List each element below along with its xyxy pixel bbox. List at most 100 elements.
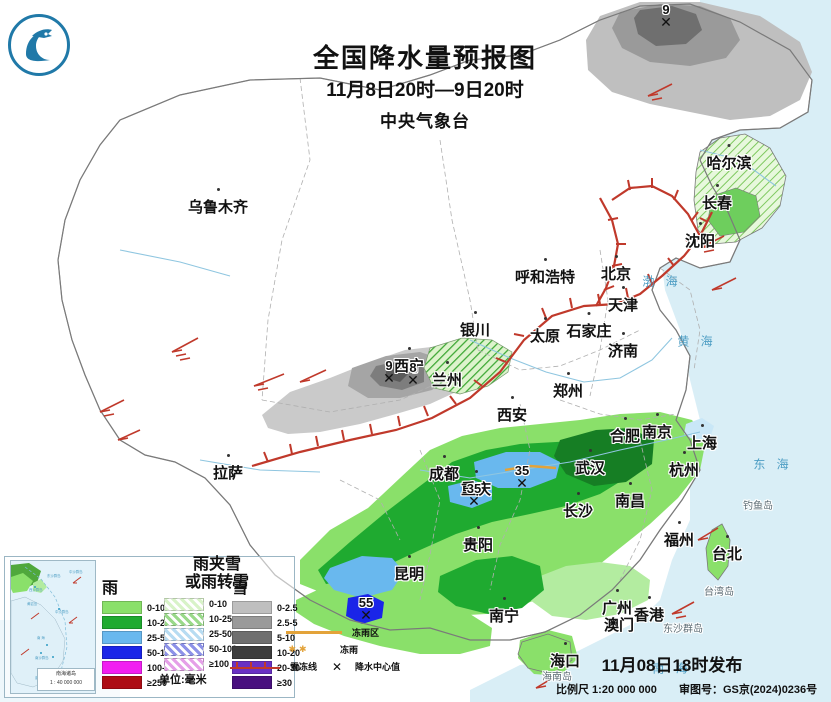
legend-label-snow-4: 20-30	[277, 662, 301, 673]
title-block: 全国降水量预报图 11月8日20时—9日20时 中央气象台	[275, 42, 575, 132]
legend-swatch-rain-3	[102, 646, 142, 660]
national-border-layer	[57, 3, 813, 641]
city-name: 南昌	[614, 493, 646, 510]
city-name: 福州	[663, 532, 695, 549]
city-name: 南京	[641, 424, 673, 441]
svg-text:南 海: 南 海	[37, 635, 45, 640]
city-dot	[576, 492, 580, 495]
city-name: 贵阳	[462, 537, 494, 554]
city-name: 杭州	[668, 462, 700, 479]
legend-label-snow-2: 5-10	[277, 632, 296, 643]
precip-center-icon: ✕	[331, 659, 343, 674]
precip-center-marker-2: 8 ✕	[407, 361, 419, 387]
legend-swatch-rain-0	[102, 601, 142, 615]
logo-circle	[8, 14, 70, 76]
legend-label-snow-5: ≥30	[277, 677, 292, 688]
freezing-rain-icon: ✱✱	[288, 644, 310, 654]
city-label-24: 合肥	[610, 417, 640, 446]
city-label-16: 成都	[429, 455, 459, 484]
city-name: 哈尔滨	[706, 155, 752, 172]
svg-text:南沙群岛: 南沙群岛	[35, 655, 49, 660]
cma-dragon-logo	[8, 14, 70, 76]
precip-center-marker-4: 35 ✕	[467, 482, 481, 508]
legend-row-sleet-4: ≥100	[164, 657, 282, 672]
city-name: 郑州	[552, 383, 584, 400]
svg-text:东沙群岛: 东沙群岛	[47, 573, 61, 578]
legend-row-snow-2: 5-10	[232, 630, 342, 645]
hainan-island	[517, 633, 573, 675]
legend-swatch-sleet-4	[164, 657, 204, 671]
city-name: 香港	[633, 607, 665, 624]
legend-row-rain-3: 50-100	[102, 645, 197, 660]
inset-scale-box: 南海诸岛 1 : 40 000 000	[37, 668, 95, 691]
legend-column-snow: 雪 0-2.5 2.5-5 5-10 10-20 20-30 ≥30	[232, 580, 342, 690]
precip-center-value: 35	[514, 463, 530, 478]
city-dot	[623, 417, 627, 420]
city-label-6: 北京	[600, 255, 632, 284]
city-name: 兰州	[431, 372, 463, 389]
city-label-19: 昆明	[394, 555, 424, 584]
taiwan-island	[705, 523, 731, 581]
city-label-9: 石家庄	[566, 312, 612, 341]
legend-label-sleet-0: 0-10	[209, 599, 228, 610]
city-name: 乌鲁木齐	[187, 199, 249, 216]
island-label-3: 海南岛	[542, 672, 572, 683]
city-dot	[407, 555, 411, 558]
svg-text:中沙群岛: 中沙群岛	[55, 609, 69, 614]
precip-center-value: 9	[385, 358, 393, 373]
snow-line-icon	[230, 661, 280, 672]
precip-center-marker-0: 9 ✕	[660, 3, 672, 29]
legend-column-rain: 雨 0-10 10-25 25-50 50-100 100-250 ≥250	[102, 580, 197, 690]
city-dot	[216, 188, 220, 191]
legend-rows-snow: 0-2.5 2.5-5 5-10 10-20 20-30 ≥30	[232, 600, 342, 690]
svg-text:黄岩岛: 黄岩岛	[27, 601, 38, 606]
legend-row-rain-5: ≥250	[102, 675, 197, 690]
city-label-32: 澳门	[604, 606, 634, 635]
city-name: 武汉	[574, 460, 606, 477]
legend-symbols: 冻雨区 ✱✱ 冻雨 雪冻线 ✕ 降水中心值	[230, 624, 526, 675]
legend-row-rain-1: 10-25	[102, 615, 197, 630]
legend-label-rain-4: 100-250	[147, 663, 180, 673]
city-dot	[226, 454, 230, 457]
city-name: 拉萨	[212, 465, 244, 482]
legend-swatch-snow-3	[232, 646, 272, 660]
forecast-period: 11月8日20时—9日20时	[326, 79, 524, 101]
legend-row-rain-2: 25-50	[102, 630, 197, 645]
city-dot	[677, 521, 681, 524]
city-name: 长沙	[562, 503, 594, 520]
rain-area-10-25-belt	[318, 440, 638, 584]
city-label-26: 上海	[687, 424, 717, 453]
city-label-31: 香港	[633, 596, 665, 625]
legend-label-sleet-2: 25-50	[209, 629, 233, 640]
city-label-13: 哈尔滨	[706, 144, 752, 173]
city-dot	[647, 596, 651, 599]
city-dot	[543, 317, 547, 320]
sea-label-1: 东 海	[753, 457, 793, 472]
city-label-3: 兰州	[431, 361, 463, 390]
city-name: 北京	[600, 266, 632, 283]
city-label-0: 乌鲁木齐	[187, 188, 249, 217]
freezing-rain-label: 冻雨	[340, 645, 359, 655]
freezing-rain-zone-icon	[286, 631, 342, 634]
precip-center-cross-icon: ✕	[516, 475, 528, 491]
legend-label-snow-3: 10-20	[277, 647, 301, 658]
precip-center-value: 9	[662, 2, 670, 17]
legend-column-sleet: 雨夹雪 或雨转雪 0-10 10-25 25-50 50-100 ≥100	[152, 556, 282, 672]
city-dot	[407, 347, 411, 350]
wind-barbs-layer	[99, 83, 737, 689]
legend-row-rain-0: 0-10	[102, 600, 197, 615]
legend-row-rain-4: 100-250	[102, 660, 197, 675]
city-dot	[655, 413, 659, 416]
rain-area-25-50-center	[448, 480, 492, 508]
island-label-1: 台湾岛	[704, 587, 734, 598]
snow-core-xining	[386, 362, 410, 382]
city-dot	[445, 361, 449, 364]
inset-scale-value: 1 : 40 000 000	[50, 680, 82, 686]
city-dot	[510, 396, 514, 399]
legend-swatch-snow-5	[232, 676, 272, 690]
legend-label-snow-1: 2.5-5	[277, 617, 298, 628]
city-label-28: 福州	[663, 521, 695, 550]
city-label-7: 天津	[608, 286, 638, 315]
